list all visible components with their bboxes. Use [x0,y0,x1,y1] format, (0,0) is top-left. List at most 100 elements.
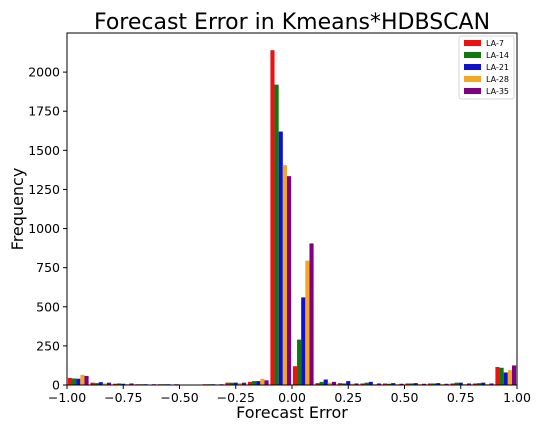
bar-la-14-16 [432,383,437,385]
bar-la-21-10 [301,297,306,385]
bar-la-21-15 [413,383,418,385]
chart-title: Forecast Error in Kmeans*HDBSCAN [94,10,490,35]
y-tick-label: 2000 [28,65,60,80]
legend-swatch-la-35 [464,88,481,94]
bar-la-21-8 [256,381,261,385]
y-axis-label: Frequency [8,168,27,251]
bar-la-7-18 [472,383,478,385]
bar-la-28-1 [102,383,107,385]
bar-la-35-18 [489,383,494,385]
x-tick-label: 0.75 [447,390,475,405]
bar-la-14-19 [499,367,504,385]
x-tick-label: 0.00 [278,390,306,405]
bar-la-7-12 [337,383,343,385]
bar-la-28-10 [305,260,310,385]
legend-swatch-la-28 [464,76,481,82]
bar-la-35-0 [84,375,89,385]
bar-la-14-8 [252,381,257,385]
bar-la-7-14 [382,383,388,385]
legend-swatch-la-21 [464,64,481,70]
bar-la-35-8 [264,380,269,385]
bar-la-28-0 [80,374,85,385]
legend-label-la-35: LA-35 [486,87,509,96]
bar-la-35-17 [466,383,472,385]
x-axis-ticks: −1.00 −0.75 −0.50 −0.25 0.00 0.25 0.50 0.75 1.00 [48,385,531,405]
bar-la-7-0 [67,377,73,385]
y-tick-label: 1000 [28,221,60,236]
y-axis-ticks: 0 250 500 750 1000 1250 1500 1750 2000 [28,65,67,393]
legend-label-la-7: LA-7 [486,39,504,48]
x-tick-label: −0.75 [104,390,142,405]
bar-la-7-8 [247,381,253,385]
bars-layer [67,50,517,386]
bar-la-35-16 [444,383,449,385]
bar-la-14-7 [229,382,234,385]
bar-la-35-7 [241,382,247,385]
bar-la-21-11 [323,379,328,385]
bar-la-21-12 [346,381,351,385]
bar-la-7-19 [495,367,500,385]
bar-la-21-16 [436,383,441,385]
bar-la-28-9 [282,165,287,385]
legend-swatch-la-7 [464,40,481,46]
bar-la-14-18 [477,383,482,385]
bar-la-28-19 [507,370,512,385]
bar-la-7-1 [90,382,95,385]
legend-swatch-la-14 [464,52,481,58]
bar-la-28-7 [237,383,242,385]
y-tick-label: 1500 [28,143,60,158]
legend-label-la-28: LA-28 [486,75,509,84]
y-tick-label: 250 [36,338,60,353]
bar-la-35-10 [309,243,314,385]
bar-la-21-0 [76,378,81,385]
bar-la-7-13 [360,383,365,385]
bar-la-35-2 [129,383,134,385]
bar-la-14-0 [72,378,77,385]
y-tick-label: 1750 [28,104,60,119]
bar-la-14-9 [274,84,279,385]
legend: LA-7 LA-14 LA-21 LA-28 LA-35 [458,35,515,100]
bar-la-7-17 [450,383,455,385]
bar-la-21-17 [458,382,463,385]
bar-la-14-11 [319,381,324,385]
bar-la-14-12 [342,383,347,385]
bar-la-35-1 [106,382,112,385]
y-tick-label: 750 [36,260,60,275]
x-axis-label: Forecast Error [236,403,348,422]
bar-la-35-19 [511,365,517,385]
legend-frame [458,35,515,100]
bar-la-14-14 [387,383,392,385]
bar-la-35-14 [399,383,404,385]
bar-la-21-13 [368,381,373,385]
x-tick-label: 0.25 [334,390,362,405]
bar-la-21-14 [391,383,396,385]
x-tick-label: −1.00 [48,390,86,405]
bar-la-21-7 [233,382,238,385]
bar-la-35-13 [376,383,382,385]
bar-la-7-16 [427,383,433,385]
bar-la-7-15 [405,383,410,385]
bar-la-14-10 [297,339,302,385]
legend-label-la-21: LA-21 [486,63,509,72]
bar-la-35-15 [421,383,427,385]
bar-la-7-7 [225,382,230,385]
y-tick-label: 500 [36,299,60,314]
bar-la-14-17 [454,382,459,385]
x-tick-label: −0.25 [217,390,255,405]
bar-la-7-2 [112,383,118,385]
bar-la-14-15 [409,383,414,385]
bar-la-35-11 [331,381,337,385]
x-tick-label: 1.00 [503,390,531,405]
plot-frame [66,32,518,386]
bar-la-7-10 [292,366,298,385]
y-tick-label: 0 [52,378,60,393]
bar-la-35-9 [286,176,292,385]
bar-la-7-11 [315,383,320,385]
y-tick-label: 1250 [28,182,60,197]
legend-label-la-14: LA-14 [486,51,509,60]
bar-la-21-1 [98,382,103,385]
bar-la-28-8 [260,378,265,385]
bar-la-14-13 [364,382,369,385]
bar-la-14-2 [117,383,122,385]
